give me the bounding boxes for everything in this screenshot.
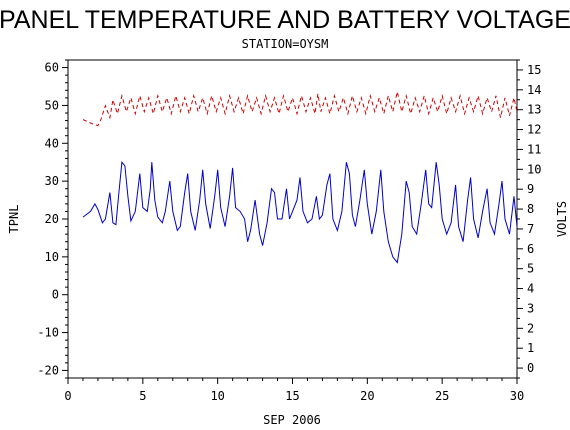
y-left-tick-label: -20 xyxy=(37,363,59,377)
y-left-tick-label: 20 xyxy=(45,212,59,226)
y-right-tick-label: 2 xyxy=(527,321,534,335)
x-tick-label: 15 xyxy=(285,389,299,403)
y-left-tick-label: -10 xyxy=(37,326,59,340)
y-right-tick-label: 6 xyxy=(527,242,534,256)
series-layer xyxy=(82,91,517,264)
y-left-tick-label: 40 xyxy=(45,136,59,150)
axes-layer: 0 5 10 15 20 25 30-20-100102030405060012345678… xyxy=(37,59,541,403)
y-right-tick-label: 11 xyxy=(527,142,541,156)
chart-title: PANEL TEMPERATURE AND BATTERY VOLTAGE xyxy=(0,6,570,34)
series-line-2 xyxy=(82,91,517,127)
y-left-tick-label: 10 xyxy=(45,250,59,264)
x-tick-label: 25 xyxy=(435,389,449,403)
y-right-tick-label: 13 xyxy=(527,103,541,117)
y-right-tick-label: 12 xyxy=(527,123,541,137)
x-tick-label: 30 xyxy=(510,389,524,403)
y-right-tick-label: 15 xyxy=(527,63,541,77)
y-right-tick-label: 14 xyxy=(527,83,541,97)
y-left-tick-label: 0 xyxy=(52,288,59,302)
x-tick-label: 20 xyxy=(360,389,374,403)
y-right-tick-label: 9 xyxy=(527,182,534,196)
y-right-tick-label: 10 xyxy=(527,162,541,176)
x-tick-label: 0 xyxy=(64,389,71,403)
y-left-tick-label: 60 xyxy=(45,61,59,75)
y-right-tick-label: 1 xyxy=(527,341,534,355)
y-right-tick-label: 4 xyxy=(527,282,534,296)
y-right-tick-label: 5 xyxy=(527,262,534,276)
x-tick-label: 5 xyxy=(139,389,146,403)
y-right-tick-label: 7 xyxy=(527,222,534,236)
y-right-tick-label: 8 xyxy=(527,202,534,216)
y-axis-label-right: VOLTS xyxy=(555,201,569,237)
chart-subtitle: STATION=OYSM xyxy=(242,37,329,51)
y-left-tick-label: 50 xyxy=(45,98,59,112)
x-tick-label: 10 xyxy=(210,389,224,403)
plot-frame xyxy=(67,59,518,379)
y-right-tick-label: 0 xyxy=(527,361,534,375)
series-line-1 xyxy=(82,160,517,264)
y-right-tick-label: 3 xyxy=(527,301,534,315)
x-axis-label: SEP 2006 xyxy=(263,413,321,427)
y-left-tick-label: 30 xyxy=(45,174,59,188)
y-axis-label-left: TPNL xyxy=(7,205,21,234)
